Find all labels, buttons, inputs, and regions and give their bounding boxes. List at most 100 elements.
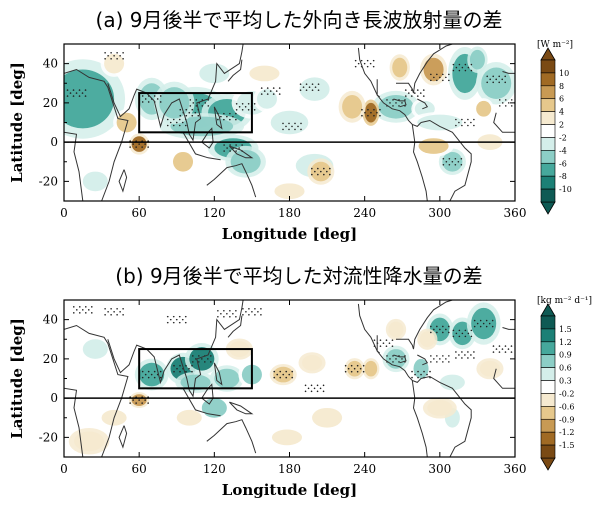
significance-dot — [204, 361, 206, 363]
coastline — [439, 300, 453, 307]
significance-dot — [326, 170, 328, 173]
significance-dot — [179, 370, 181, 373]
significance-dot — [404, 99, 406, 101]
significance-dot — [464, 121, 466, 124]
significance-dot — [473, 357, 475, 359]
significance-dot — [260, 307, 262, 310]
significance-dot — [419, 92, 422, 94]
significance-dot — [178, 118, 181, 121]
significance-dot — [220, 312, 222, 315]
significance-dot — [458, 63, 461, 66]
significance-dot — [395, 358, 397, 360]
field-patch — [427, 400, 453, 416]
significance-dot — [467, 332, 470, 335]
significance-dot — [455, 332, 458, 335]
significance-dot — [422, 89, 425, 91]
colorbar-segment — [540, 431, 556, 446]
significance-dot — [311, 173, 313, 176]
y-tick-label: -20 — [39, 174, 58, 188]
significance-dot — [317, 173, 319, 176]
significance-dot — [430, 361, 432, 363]
significance-dot — [492, 75, 495, 78]
significance-dot — [223, 144, 225, 146]
x-tick-label: 120 — [203, 206, 226, 220]
y-tick-label: 20 — [43, 96, 58, 110]
significance-dot — [454, 163, 457, 166]
significance-dot — [248, 313, 250, 316]
coastline — [502, 327, 515, 330]
y-tick-label: 40 — [43, 313, 58, 327]
significance-dot — [461, 332, 464, 335]
significance-dot — [217, 309, 219, 312]
significance-dot — [110, 313, 112, 316]
significance-dot — [300, 122, 302, 125]
significance-dot — [210, 355, 212, 357]
coastline — [417, 98, 429, 110]
significance-dot — [275, 90, 278, 92]
significance-dot — [201, 358, 203, 360]
significance-dot — [317, 167, 319, 170]
field-patch — [159, 87, 190, 119]
significance-dot — [379, 114, 381, 117]
field-patch — [364, 360, 378, 377]
significance-dot — [194, 111, 197, 114]
coastline — [376, 335, 381, 354]
significance-dot — [122, 57, 124, 60]
x-tick-label: 360 — [504, 206, 527, 220]
significance-dot — [430, 331, 432, 334]
colorbar-level-label: 1.2 — [559, 338, 572, 347]
significance-dot — [452, 329, 455, 332]
significance-dot — [464, 329, 467, 332]
colorbar-segment — [540, 59, 556, 74]
significance-dot — [122, 51, 124, 54]
coastline — [393, 354, 407, 364]
significance-dot — [260, 93, 263, 95]
significance-dot — [116, 307, 118, 310]
coastline — [64, 387, 84, 457]
significance-dot — [470, 63, 473, 66]
colorbar-level-label: 10 — [559, 69, 569, 78]
significance-dot — [191, 108, 194, 111]
panel-a: (a) 9月後半で平均した外向き長波放射量の差 0 60 120 180 240 300 3… — [0, 0, 598, 252]
significance-dot — [476, 322, 479, 325]
significance-dot — [159, 376, 162, 379]
significance-dot — [198, 361, 200, 363]
significance-dot — [104, 51, 106, 54]
significance-dot — [110, 51, 112, 54]
significance-dot — [144, 98, 147, 100]
significance-dot — [498, 99, 501, 101]
significance-dot — [504, 105, 507, 107]
field-patch — [270, 110, 309, 135]
significance-dot — [185, 364, 187, 367]
significance-dot — [229, 144, 231, 146]
colorbar-segment — [540, 137, 556, 151]
significance-dot — [401, 102, 403, 104]
significance-dot — [232, 115, 234, 118]
significance-dot — [485, 319, 488, 322]
significance-dot — [479, 319, 482, 322]
significance-dot — [159, 95, 162, 97]
significance-dot — [448, 157, 451, 160]
significance-dot — [504, 81, 507, 84]
significance-dot — [439, 358, 441, 360]
field-patch — [176, 409, 202, 426]
significance-dot — [195, 99, 198, 101]
significance-dot — [282, 373, 285, 376]
significance-dot — [460, 157, 463, 160]
significance-dot — [448, 331, 450, 334]
significance-dot — [72, 95, 75, 97]
significance-dot — [430, 325, 432, 328]
significance-dot — [385, 345, 388, 347]
x-tick-label: 180 — [278, 462, 301, 476]
significance-dot — [510, 105, 513, 107]
colorbar-segment — [540, 175, 556, 190]
field-patch — [104, 53, 125, 74]
significance-dot — [135, 402, 137, 404]
significance-dot — [452, 63, 455, 66]
x-tick-label: 360 — [504, 462, 527, 476]
y-tick-label: 20 — [43, 352, 58, 366]
significance-dot — [386, 355, 388, 357]
significance-dot — [504, 345, 507, 347]
significance-dot — [442, 331, 444, 334]
significance-dot — [188, 367, 190, 370]
